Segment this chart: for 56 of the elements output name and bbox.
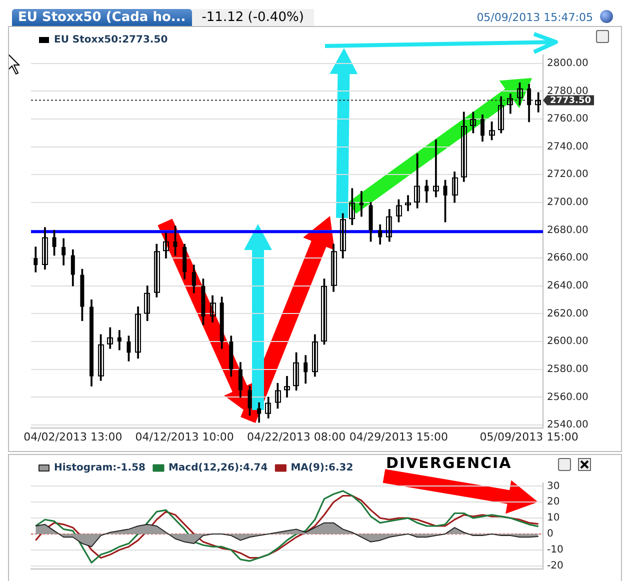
legend-label: Macd(12,26):4.74	[168, 462, 268, 474]
y-tick-label: 2800.00	[547, 58, 588, 69]
candlestick	[265, 396, 271, 418]
y-tick-label: 2580.00	[547, 364, 588, 375]
x-tick-label: 04/02/2013 13:00	[24, 430, 122, 444]
y-tick-label: 2760.00	[547, 114, 588, 125]
candlestick	[349, 188, 355, 226]
y-tick-label: 2660.00	[547, 252, 588, 264]
candlestick	[405, 195, 411, 212]
legend-label: EU Stoxx50:2773.50	[54, 34, 168, 46]
y-tick-label: 0	[547, 528, 554, 540]
y-tick-label: 2640.00	[547, 280, 588, 292]
candlestick	[144, 286, 150, 322]
candlestick	[461, 112, 467, 182]
candlestick	[452, 172, 458, 203]
text: 05/09/2013 15:47:05	[476, 11, 593, 24]
ref-line-label: 2773.50	[550, 96, 591, 106]
y-tick-label: 2540.00	[547, 420, 588, 431]
y-tick-label: 20	[547, 496, 560, 508]
y-tick-label: -10	[547, 544, 564, 556]
y-tick-label: 2680.00	[547, 224, 588, 236]
candlestick	[210, 295, 216, 322]
candlestick	[498, 96, 504, 134]
candlestick	[107, 327, 113, 349]
candlestick	[331, 244, 337, 292]
candlestick	[414, 153, 420, 208]
candlestick	[284, 376, 290, 398]
y-tick-label: 2780.00	[547, 86, 588, 97]
x-tick-label: 04/22/2013 08:00	[247, 430, 346, 444]
candlestick	[42, 227, 48, 270]
candlestick	[507, 94, 513, 114]
text: DIVERGENCIA	[386, 454, 512, 472]
y-tick-label: 2560.00	[547, 392, 588, 403]
legend-label: Histogram:-1.58	[54, 462, 146, 474]
candlestick	[163, 232, 169, 258]
candlestick	[312, 334, 318, 377]
y-tick-label: 2740.00	[547, 141, 588, 152]
legend-label: MA(9):6.32	[290, 462, 354, 474]
y-tick-label: -20	[547, 560, 564, 572]
x-tick-label: 04/12/2013 10:00	[135, 430, 234, 444]
candlestick	[535, 92, 541, 112]
chart-subtitle: -11.12 (-0.40%)	[192, 8, 314, 26]
chart-title: EU Stoxx50 (Cada ho...	[12, 8, 192, 26]
candlestick	[433, 140, 439, 198]
x-tick-label: 04/29/2013 15:00	[349, 430, 448, 444]
candlestick	[154, 244, 160, 298]
y-tick-label: 2700.00	[547, 197, 588, 208]
y-tick-label: 2720.00	[547, 169, 588, 180]
y-tick-label: 10	[547, 512, 560, 524]
y-tick-label: 30	[547, 480, 560, 492]
candlestick	[340, 213, 346, 258]
y-tick-label: 2600.00	[547, 336, 588, 348]
candlestick	[135, 306, 141, 359]
y-tick-label: 2620.00	[547, 308, 588, 320]
x-tick-label: 05/09/2013 15:00	[480, 430, 578, 444]
candlestick	[386, 209, 392, 242]
